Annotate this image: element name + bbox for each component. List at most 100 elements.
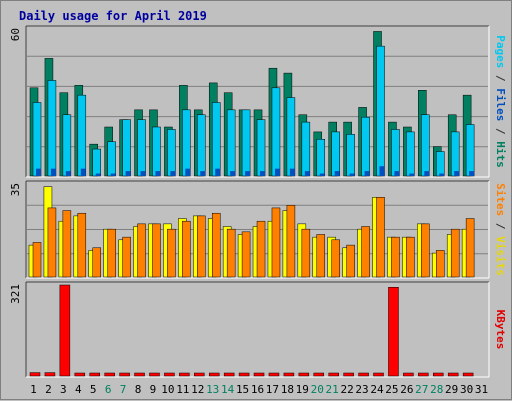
x-tick-label-day-16: 16 <box>251 383 264 396</box>
bar-pages-day-12 <box>200 171 206 176</box>
x-tick-label-day-12: 12 <box>191 383 204 396</box>
bar-files-day-29 <box>450 131 460 177</box>
bar-kbytes-day-15 <box>238 372 250 377</box>
bar-sites-day-13 <box>211 212 221 278</box>
bar-sites-day-29 <box>450 228 460 278</box>
x-tick-label-day-6: 6 <box>105 383 112 396</box>
bar-pages-day-3 <box>65 171 71 176</box>
bar-pages-day-26 <box>409 173 415 176</box>
panel-background-bottom <box>26 282 489 377</box>
bar-kbytes-day-16 <box>253 372 265 377</box>
bar-kbytes-day-10 <box>164 372 175 377</box>
bar-kbytes-day-17 <box>268 372 280 377</box>
bar-kbytes-day-9 <box>149 372 160 377</box>
bar-files-day-5 <box>92 148 101 177</box>
bar-sites-day-7 <box>122 236 131 278</box>
bar-pages-day-8 <box>140 171 146 176</box>
bar-pages-day-20 <box>319 173 325 176</box>
bar-kbytes-day-21 <box>328 372 339 377</box>
bar-pages-day-11 <box>185 168 191 176</box>
bar-pages-day-19 <box>304 171 310 176</box>
bar-kbytes-day-23 <box>358 372 369 377</box>
bar-files-day-28 <box>436 151 445 177</box>
bar-sites-day-2 <box>47 207 57 278</box>
bar-kbytes-day-26 <box>403 372 414 377</box>
bar-pages-day-7 <box>125 171 131 176</box>
y-tick-label-top: 60 <box>9 28 22 41</box>
x-tick-label-day-19: 19 <box>296 383 309 396</box>
bar-kbytes-day-29 <box>447 372 459 377</box>
bar-pages-day-17 <box>274 168 280 176</box>
bar-files-day-30 <box>465 124 475 177</box>
bar-sites-day-18 <box>286 205 296 278</box>
bar-kbytes-day-27 <box>418 372 429 377</box>
bar-kbytes-day-14 <box>223 372 235 377</box>
bar-files-day-22 <box>346 134 355 177</box>
bar-files-day-11 <box>182 109 191 177</box>
bar-sites-day-16 <box>256 220 266 278</box>
bar-pages-day-30 <box>469 171 475 176</box>
bar-sites-day-23 <box>361 226 370 278</box>
bar-files-day-13 <box>211 102 221 177</box>
x-tick-label-day-10: 10 <box>161 383 174 396</box>
y-axis-label-part: Files <box>494 88 507 121</box>
bar-kbytes-day-4 <box>74 372 86 377</box>
x-tick-label-day-18: 18 <box>281 383 294 396</box>
bar-files-day-1 <box>32 102 42 177</box>
bar-files-day-25 <box>391 129 400 177</box>
bar-pages-day-9 <box>155 171 161 176</box>
bar-pages-day-22 <box>349 173 355 176</box>
bar-files-day-23 <box>361 116 370 177</box>
bar-files-day-19 <box>301 121 311 177</box>
y-axis-label-part: Sites <box>494 183 507 216</box>
x-tick-label-day-9: 9 <box>150 383 157 396</box>
x-tick-label-day-5: 5 <box>90 383 97 396</box>
bar-pages-day-29 <box>454 171 460 176</box>
bar-kbytes-day-11 <box>179 372 190 377</box>
bar-sites-day-24 <box>376 197 385 278</box>
bar-files-day-14 <box>226 109 236 177</box>
bar-sites-day-6 <box>107 228 116 278</box>
bar-pages-day-24 <box>379 166 385 176</box>
bar-pages-day-2 <box>50 168 56 176</box>
bar-pages-day-13 <box>215 168 221 176</box>
bar-files-day-10 <box>167 129 176 177</box>
bar-files-day-27 <box>421 114 430 177</box>
bar-sites-day-30 <box>465 218 475 278</box>
x-tick-label-day-27: 27 <box>415 383 428 396</box>
bar-sites-day-9 <box>152 223 161 278</box>
bar-sites-day-15 <box>241 231 251 278</box>
bar-kbytes-day-22 <box>343 372 354 377</box>
y-axis-label-bottom: KBytes <box>494 310 507 350</box>
y-tick-label-middle: 35 <box>9 183 22 196</box>
bar-files-day-15 <box>241 109 251 177</box>
bar-files-day-2 <box>47 80 57 177</box>
bar-files-day-4 <box>77 94 87 177</box>
bar-pages-day-5 <box>95 173 101 176</box>
bar-kbytes-day-20 <box>313 372 325 377</box>
chart-title: Daily usage for April 2019 <box>19 9 207 23</box>
bar-sites-day-4 <box>77 212 87 278</box>
bar-pages-day-1 <box>36 168 41 176</box>
bar-sites-day-20 <box>316 234 326 278</box>
y-axis-label-top: Pages / Files / Hits <box>494 35 507 168</box>
bar-kbytes-day-8 <box>134 372 145 377</box>
bar-kbytes-day-2 <box>44 372 56 377</box>
bar-files-day-12 <box>197 114 206 177</box>
x-tick-label-day-26: 26 <box>400 383 413 396</box>
bar-sites-day-14 <box>226 228 236 278</box>
bar-files-day-6 <box>107 141 116 177</box>
bar-pages-day-21 <box>334 171 340 176</box>
x-tick-label-day-20: 20 <box>311 383 324 396</box>
bar-sites-day-11 <box>182 220 191 278</box>
x-tick-label-day-17: 17 <box>266 383 279 396</box>
x-tick-label-day-28: 28 <box>430 383 443 396</box>
bar-pages-day-15 <box>245 171 251 176</box>
bar-kbytes-day-28 <box>433 372 444 377</box>
bar-pages-day-25 <box>394 171 400 176</box>
y-axis-label-part: Visits <box>494 236 507 276</box>
bar-files-day-21 <box>331 131 340 177</box>
bar-files-day-17 <box>271 87 281 177</box>
